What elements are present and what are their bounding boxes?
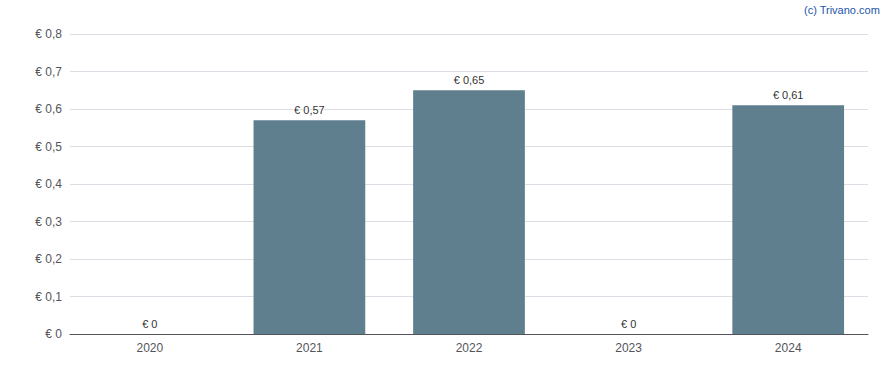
svg-text:€ 0,5: € 0,5 (35, 140, 62, 154)
svg-text:€ 0,6: € 0,6 (35, 102, 62, 116)
svg-text:€ 0,4: € 0,4 (35, 177, 62, 191)
svg-text:€ 0,7: € 0,7 (35, 65, 62, 79)
svg-text:2021: 2021 (296, 341, 323, 355)
svg-text:€ 0,3: € 0,3 (35, 215, 62, 229)
svg-text:2024: 2024 (775, 341, 802, 355)
svg-text:€ 0: € 0 (142, 318, 157, 330)
svg-text:2023: 2023 (615, 341, 642, 355)
svg-text:€ 0,8: € 0,8 (35, 27, 62, 41)
svg-text:€ 0,1: € 0,1 (35, 290, 62, 304)
svg-text:€ 0: € 0 (45, 327, 62, 341)
svg-text:€ 0,57: € 0,57 (294, 104, 325, 116)
svg-text:€ 0,61: € 0,61 (773, 89, 804, 101)
svg-text:2020: 2020 (136, 341, 163, 355)
svg-text:€ 0,2: € 0,2 (35, 252, 62, 266)
svg-text:€ 0,65: € 0,65 (454, 74, 485, 86)
svg-text:(c) Trivano.com: (c) Trivano.com (804, 4, 880, 16)
svg-text:2022: 2022 (456, 341, 483, 355)
svg-text:€ 0: € 0 (621, 318, 636, 330)
